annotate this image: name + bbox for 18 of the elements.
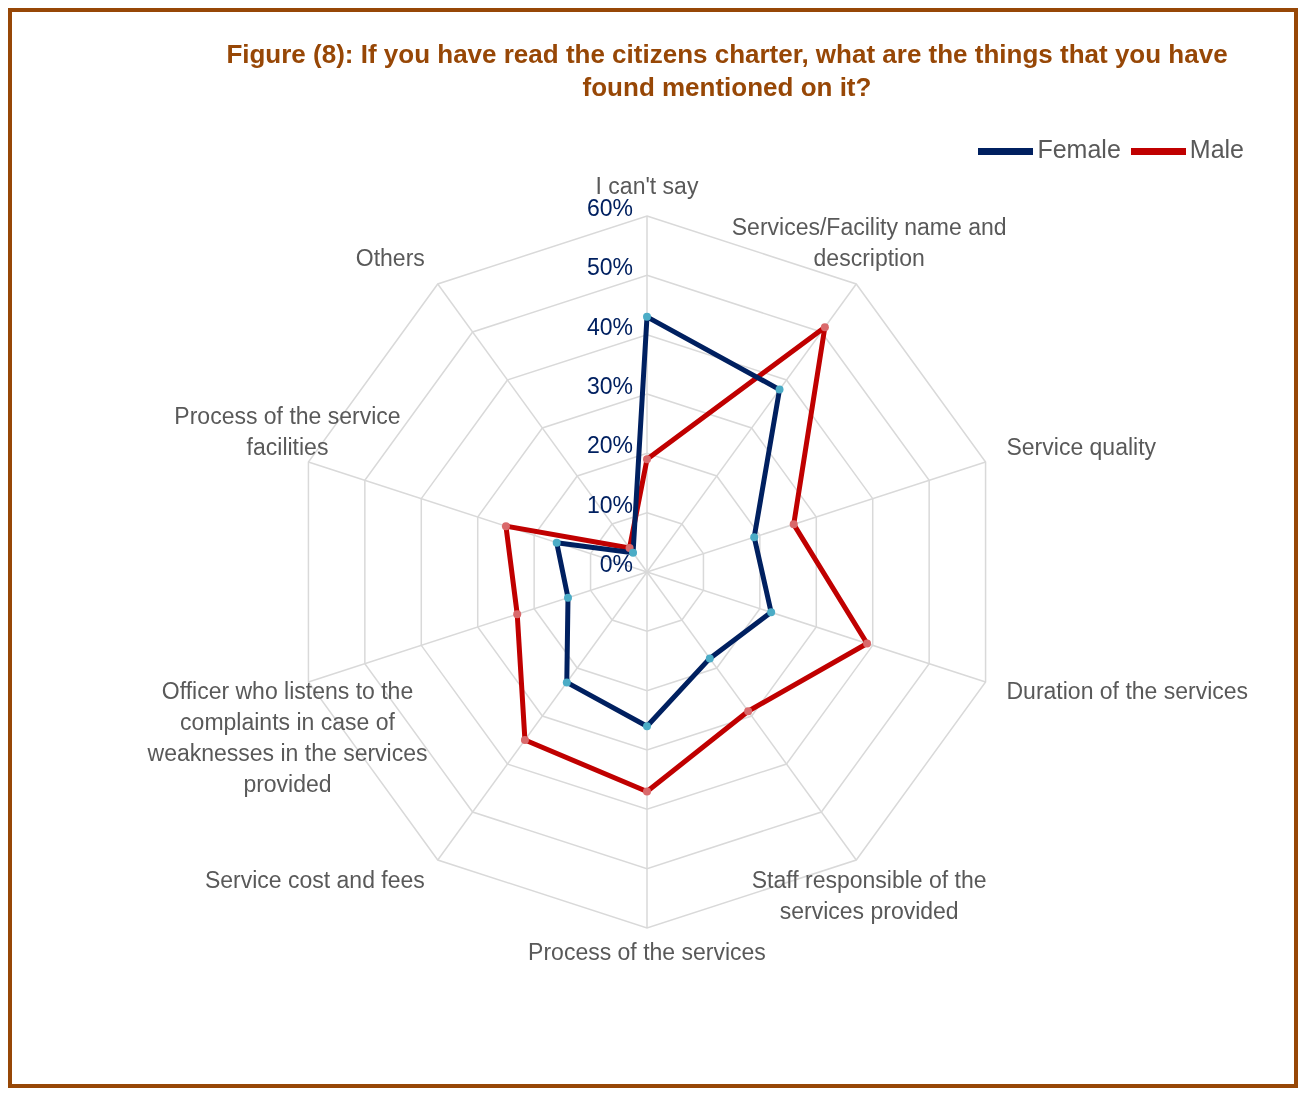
- spoke-label: Services/Facility name and description: [731, 214, 1007, 272]
- y-tick-label: 0%: [599, 551, 633, 577]
- spoke-label: Service cost and fees: [204, 866, 425, 893]
- spoke-label: Officer who listens to the complaints in case of weaknesses in the services provided: [146, 677, 428, 797]
- spoke-label: Process of the services: [528, 939, 766, 965]
- legend-label: Female: [1037, 135, 1121, 164]
- spoke-label: Staff responsible of the services provided: [751, 866, 987, 924]
- legend-label: Male: [1189, 135, 1244, 164]
- spoke-label: Duration of the services: [1006, 677, 1249, 704]
- y-tick-label: 30%: [586, 373, 633, 399]
- spoke-label: Service quality: [1006, 434, 1157, 461]
- spoke-label: Others: [355, 245, 425, 272]
- spoke-label: Process of the service facilities: [174, 403, 401, 461]
- y-tick-label: 20%: [586, 432, 633, 459]
- chart-title: Figure (8): If you have read the citizens charter, what are the things that you have found mentioned on it?: [225, 38, 1229, 104]
- y-tick-label: 50%: [586, 254, 633, 281]
- y-tick-label: 40%: [586, 313, 633, 340]
- y-tick-label: 10%: [586, 491, 633, 518]
